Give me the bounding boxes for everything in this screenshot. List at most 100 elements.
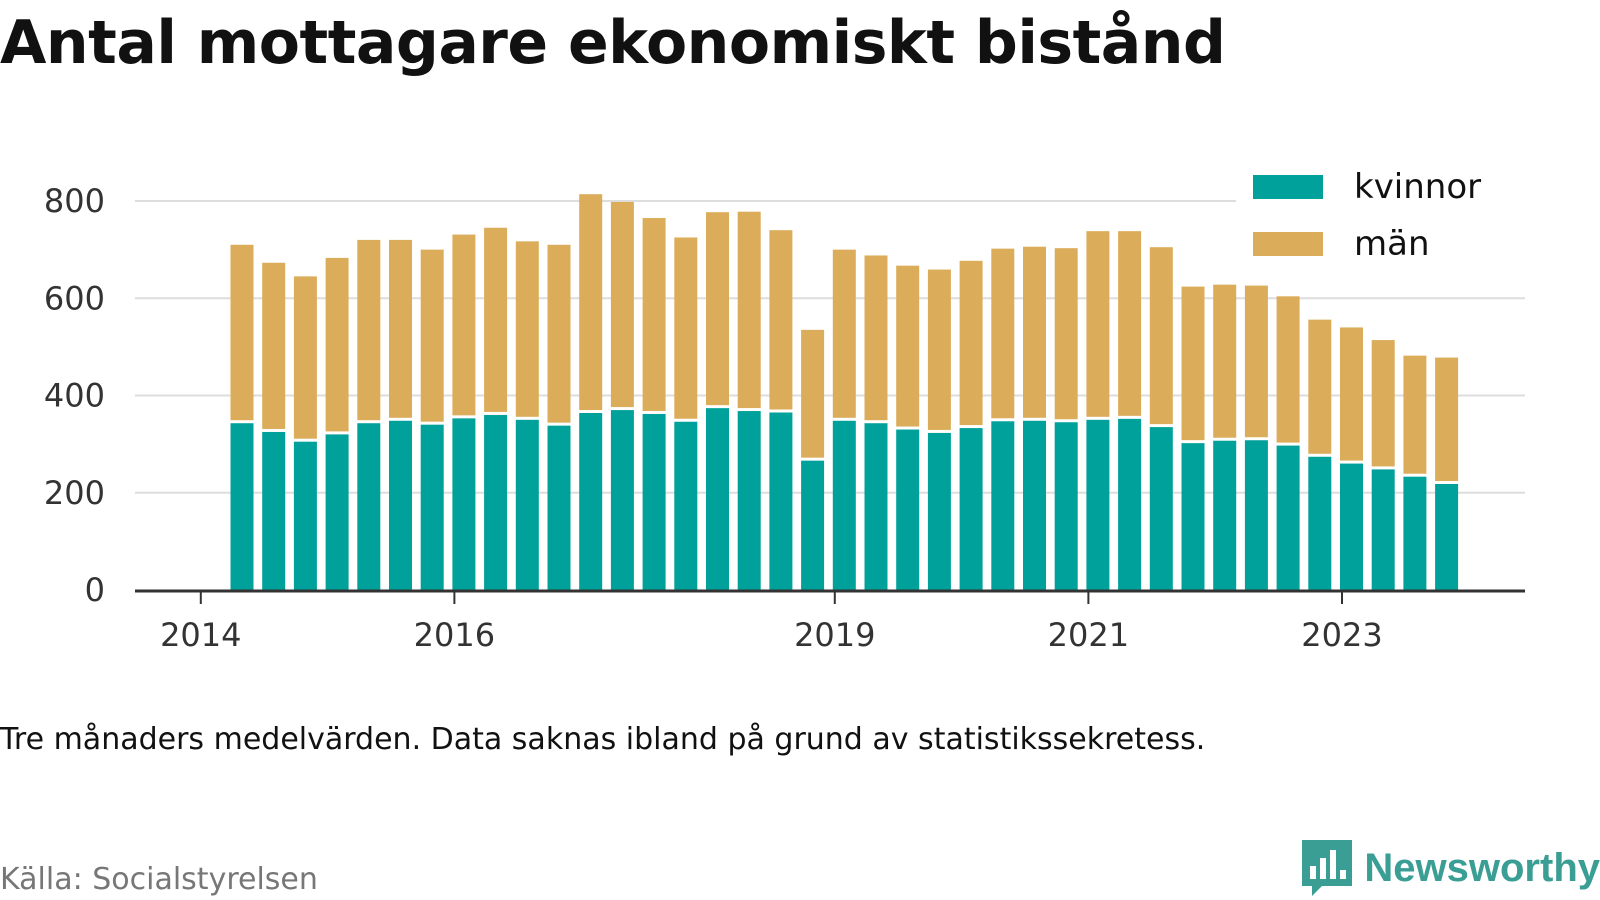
legend-swatch-kvinnor (1253, 175, 1323, 199)
legend-label-män: män (1354, 224, 1430, 264)
bar-kvinnor (959, 428, 983, 590)
bar-kvinnor (293, 441, 317, 590)
legend-label-kvinnor: kvinnor (1354, 167, 1481, 207)
bar-män (420, 249, 444, 422)
bar-män (769, 230, 793, 410)
legend: kvinnor män (1236, 165, 1536, 275)
bar-kvinnor (1118, 418, 1142, 590)
bar-män (389, 239, 412, 418)
bar-kvinnor (1403, 476, 1427, 590)
bar-kvinnor (357, 423, 381, 590)
bar-kvinnor (642, 413, 666, 590)
bars (230, 194, 1459, 590)
bar-män (515, 241, 539, 417)
legend-swatch-män (1253, 232, 1323, 256)
bar-män (1371, 340, 1395, 467)
bar-män (864, 255, 888, 421)
bar-kvinnor (325, 434, 349, 590)
bar-kvinnor (262, 431, 286, 590)
bar-kvinnor (1054, 422, 1078, 590)
bar-män (896, 265, 920, 427)
bar-män (927, 269, 951, 430)
bar-kvinnor (1308, 456, 1332, 590)
bar-kvinnor (991, 421, 1015, 590)
bar-män (801, 329, 825, 458)
bar-män (357, 239, 381, 421)
bar-män (579, 194, 603, 411)
brand-logo[interactable]: Newsworthy (1302, 838, 1600, 898)
bar-män (1308, 319, 1332, 454)
bar-män (1086, 231, 1110, 417)
bar-kvinnor (706, 408, 729, 590)
bar-kvinnor (1340, 463, 1363, 590)
bar-kvinnor (420, 424, 444, 590)
bar-kvinnor (230, 423, 254, 590)
bar-kvinnor (674, 421, 698, 590)
bar-män (262, 262, 286, 429)
bar-kvinnor (801, 460, 825, 590)
bar-kvinnor (1244, 440, 1268, 590)
bar-män (832, 249, 856, 418)
bar-män (1054, 248, 1078, 420)
bar-män (737, 211, 761, 409)
bar-män (674, 237, 698, 419)
bar-kvinnor (832, 420, 856, 590)
bar-män (1276, 296, 1300, 443)
x-tick-label: 2019 (794, 616, 875, 654)
bar-män (1181, 286, 1205, 441)
bar-män (610, 201, 634, 408)
chart-note: Tre månaders medelvärden. Data saknas ib… (0, 722, 1206, 757)
bar-män (642, 218, 666, 411)
y-axis-tick-labels: 0 200 400 600 800 (44, 182, 105, 609)
bar-kvinnor (896, 429, 920, 590)
bar-kvinnor (769, 412, 793, 590)
x-axis-ticks: 2014 2016 2019 2021 2023 (160, 592, 1383, 654)
chart-title: Antal mottagare ekonomiskt bistånd (0, 8, 1226, 78)
bar-män (547, 244, 571, 423)
y-tick-label: 400 (44, 377, 105, 415)
bar-kvinnor (1086, 419, 1110, 590)
bar-män (1118, 231, 1142, 416)
bar-män (325, 257, 349, 432)
bar-kvinnor (737, 411, 761, 590)
bar-män (1403, 355, 1427, 474)
bar-män (1435, 357, 1459, 481)
bar-män (1244, 285, 1268, 438)
bar-män (959, 260, 983, 426)
bar-kvinnor (1435, 483, 1459, 590)
bar-män (991, 248, 1015, 419)
bar-män (706, 212, 729, 406)
source-credit: Källa: Socialstyrelsen (0, 862, 318, 897)
bar-kvinnor (1023, 420, 1046, 590)
bar-kvinnor (579, 413, 603, 590)
x-tick-label: 2014 (160, 616, 241, 654)
bar-kvinnor (452, 418, 476, 590)
bar-män (1023, 246, 1046, 418)
bar-kvinnor (1276, 445, 1300, 590)
y-tick-label: 200 (44, 474, 105, 512)
bar-män (452, 234, 476, 416)
chart-area: 0 200 400 600 800 2014 2016 2019 2021 2023 kvinn… (44, 165, 1536, 654)
y-tick-label: 600 (44, 279, 105, 317)
x-tick-label: 2021 (1048, 616, 1129, 654)
bar-kvinnor (1371, 469, 1395, 590)
bar-kvinnor (484, 414, 508, 590)
y-tick-label: 0 (85, 571, 105, 609)
bar-män (484, 227, 508, 412)
bar-män (293, 276, 317, 439)
bar-kvinnor (610, 410, 634, 590)
bar-kvinnor (927, 432, 951, 590)
bar-män (1213, 284, 1237, 438)
bar-män (230, 244, 254, 421)
y-tick-label: 800 (44, 182, 105, 220)
bar-män (1149, 247, 1173, 425)
newsworthy-logo-icon (1302, 840, 1353, 896)
x-tick-label: 2023 (1301, 616, 1382, 654)
bar-kvinnor (1213, 440, 1237, 590)
bar-kvinnor (864, 423, 888, 590)
bar-kvinnor (547, 425, 571, 590)
bar-kvinnor (1181, 443, 1205, 590)
bar-kvinnor (389, 420, 412, 590)
brand-name: Newsworthy (1364, 845, 1600, 890)
x-tick-label: 2016 (414, 616, 495, 654)
